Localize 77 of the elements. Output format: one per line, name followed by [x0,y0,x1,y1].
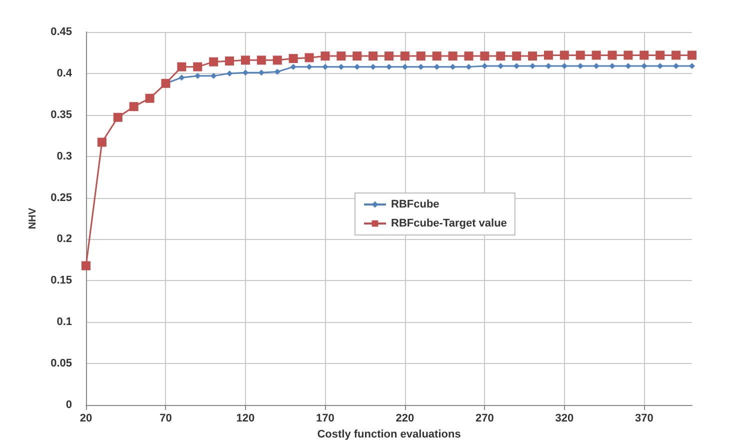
point [576,50,585,60]
y-tick-label: 0.45 [50,26,72,38]
y-tick-label: 0.1 [56,316,72,328]
point [592,50,601,60]
y-tick-label: 0.15 [50,274,72,287]
point [434,64,440,70]
legend-label: RBFcube [391,198,440,210]
y-tick-label: 0.4 [56,67,73,80]
x-tick-label: 220 [396,412,414,424]
point [386,64,392,70]
x-tick-label: 70 [160,412,172,424]
point [288,54,298,64]
y-axis-title: NHV [28,208,38,230]
x-axis-title: Costly function evaluations [317,428,461,440]
point [256,56,266,65]
point [304,53,314,62]
point [464,52,474,61]
x-tick-label: 370 [634,412,654,424]
point [336,52,346,61]
point [466,64,472,70]
point [400,52,410,61]
point [384,52,394,61]
point [129,102,138,112]
y-tick-label: 0.25 [50,192,72,204]
point [689,62,695,69]
x-tick-label: 320 [555,412,574,424]
point [306,64,312,70]
legend-label: RBFcube-Target value [391,218,507,230]
y-tick-label: 0 [66,399,72,411]
point [240,56,250,65]
point [450,64,456,70]
point [448,52,458,61]
point [609,62,616,69]
point [560,50,569,60]
point [625,62,632,69]
point [496,52,506,61]
point [672,50,681,60]
point [528,52,538,61]
x-tick-label: 120 [236,412,255,424]
point [656,50,665,60]
point [177,62,186,72]
point [482,62,488,69]
point [209,57,218,66]
y-tick-label: 0.2 [56,233,72,246]
point [145,94,154,103]
point [352,52,362,61]
point [338,64,344,70]
point [194,72,201,79]
y-tick-label: 0.05 [50,358,72,370]
point [210,72,217,79]
point [608,50,617,60]
point [640,50,649,60]
point [368,52,378,61]
point [624,50,633,60]
point [322,64,328,70]
x-tick-label: 170 [316,412,334,424]
point [416,52,426,61]
point [272,56,282,65]
point [480,52,490,61]
x-tick-label: 20 [80,412,92,424]
point [193,62,202,72]
y-tick-label: 0.3 [56,150,72,162]
point [97,138,106,147]
point [544,50,553,60]
point [225,56,234,66]
point [82,261,90,270]
point [290,64,296,70]
point [512,52,522,61]
point [593,62,600,69]
point [274,68,280,75]
point [688,50,696,60]
point [320,52,330,61]
y-tick-label: 0.35 [50,108,72,121]
point [432,52,442,61]
point [178,74,185,81]
x-tick-label: 270 [476,412,494,424]
point [113,112,122,122]
